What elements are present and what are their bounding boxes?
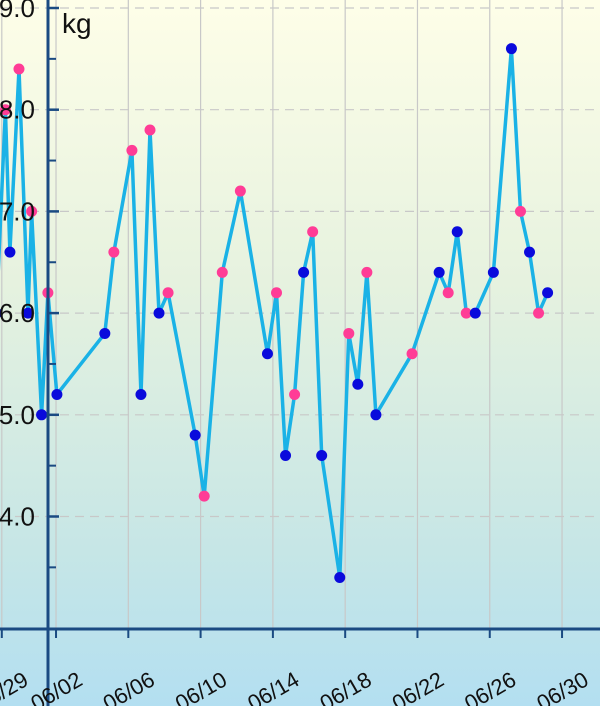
data-point bbox=[280, 449, 292, 461]
y-unit-label: kg bbox=[62, 8, 92, 39]
data-point bbox=[108, 246, 120, 258]
data-point bbox=[487, 266, 499, 278]
data-point bbox=[13, 63, 25, 75]
data-point bbox=[298, 266, 310, 278]
data-point bbox=[153, 307, 165, 319]
data-point bbox=[370, 409, 382, 421]
data-point bbox=[0, 104, 11, 116]
data-point bbox=[189, 429, 201, 441]
x-tick-label: 06/18 bbox=[315, 667, 375, 706]
data-point bbox=[514, 205, 526, 217]
data-point bbox=[162, 287, 174, 299]
series-layer bbox=[0, 43, 554, 584]
data-point bbox=[451, 226, 463, 238]
data-point bbox=[316, 449, 328, 461]
data-point bbox=[334, 572, 346, 584]
data-point bbox=[234, 185, 246, 197]
data-point bbox=[126, 144, 138, 156]
data-point bbox=[542, 287, 554, 299]
data-point bbox=[198, 490, 210, 502]
x-tick-label: 06/10 bbox=[171, 667, 231, 706]
data-point bbox=[352, 378, 364, 390]
data-point bbox=[36, 409, 48, 421]
y-tick-label: 8.0 bbox=[0, 95, 35, 125]
y-tick-label: 9.0 bbox=[0, 0, 35, 23]
x-tick-label: 06/22 bbox=[388, 667, 448, 706]
data-point bbox=[289, 388, 301, 400]
data-point bbox=[433, 266, 445, 278]
data-point bbox=[343, 327, 355, 339]
data-point bbox=[460, 307, 472, 319]
data-point bbox=[51, 388, 63, 400]
x-tick-label: 06/30 bbox=[532, 667, 592, 706]
y-tick-label: 4.0 bbox=[0, 502, 35, 532]
data-point bbox=[144, 124, 156, 136]
data-point bbox=[307, 226, 319, 238]
x-tick-label: 05/29 bbox=[0, 667, 32, 706]
x-tick-label: 06/14 bbox=[243, 667, 303, 706]
data-point bbox=[216, 266, 228, 278]
data-point bbox=[361, 266, 373, 278]
data-point bbox=[0, 308, 2, 318]
data-point bbox=[406, 348, 418, 360]
data-point bbox=[135, 388, 147, 400]
x-tick-label: 06/06 bbox=[99, 667, 159, 706]
x-tick-label: 06/26 bbox=[460, 667, 520, 706]
y-tick-label: 5.0 bbox=[0, 400, 35, 430]
data-point bbox=[99, 327, 111, 339]
y-tick-label: 6.0 bbox=[0, 298, 35, 328]
data-point bbox=[469, 307, 481, 319]
data-point bbox=[26, 205, 38, 217]
x-tick-label: 06/02 bbox=[26, 667, 86, 706]
data-point bbox=[533, 307, 545, 319]
data-point bbox=[505, 43, 517, 55]
data-point bbox=[22, 307, 34, 319]
y-tick-label: 7.0 bbox=[0, 196, 35, 226]
data-point bbox=[261, 348, 273, 360]
data-point bbox=[442, 287, 454, 299]
data-point bbox=[524, 246, 536, 258]
data-point bbox=[271, 287, 283, 299]
data-point bbox=[4, 246, 16, 258]
